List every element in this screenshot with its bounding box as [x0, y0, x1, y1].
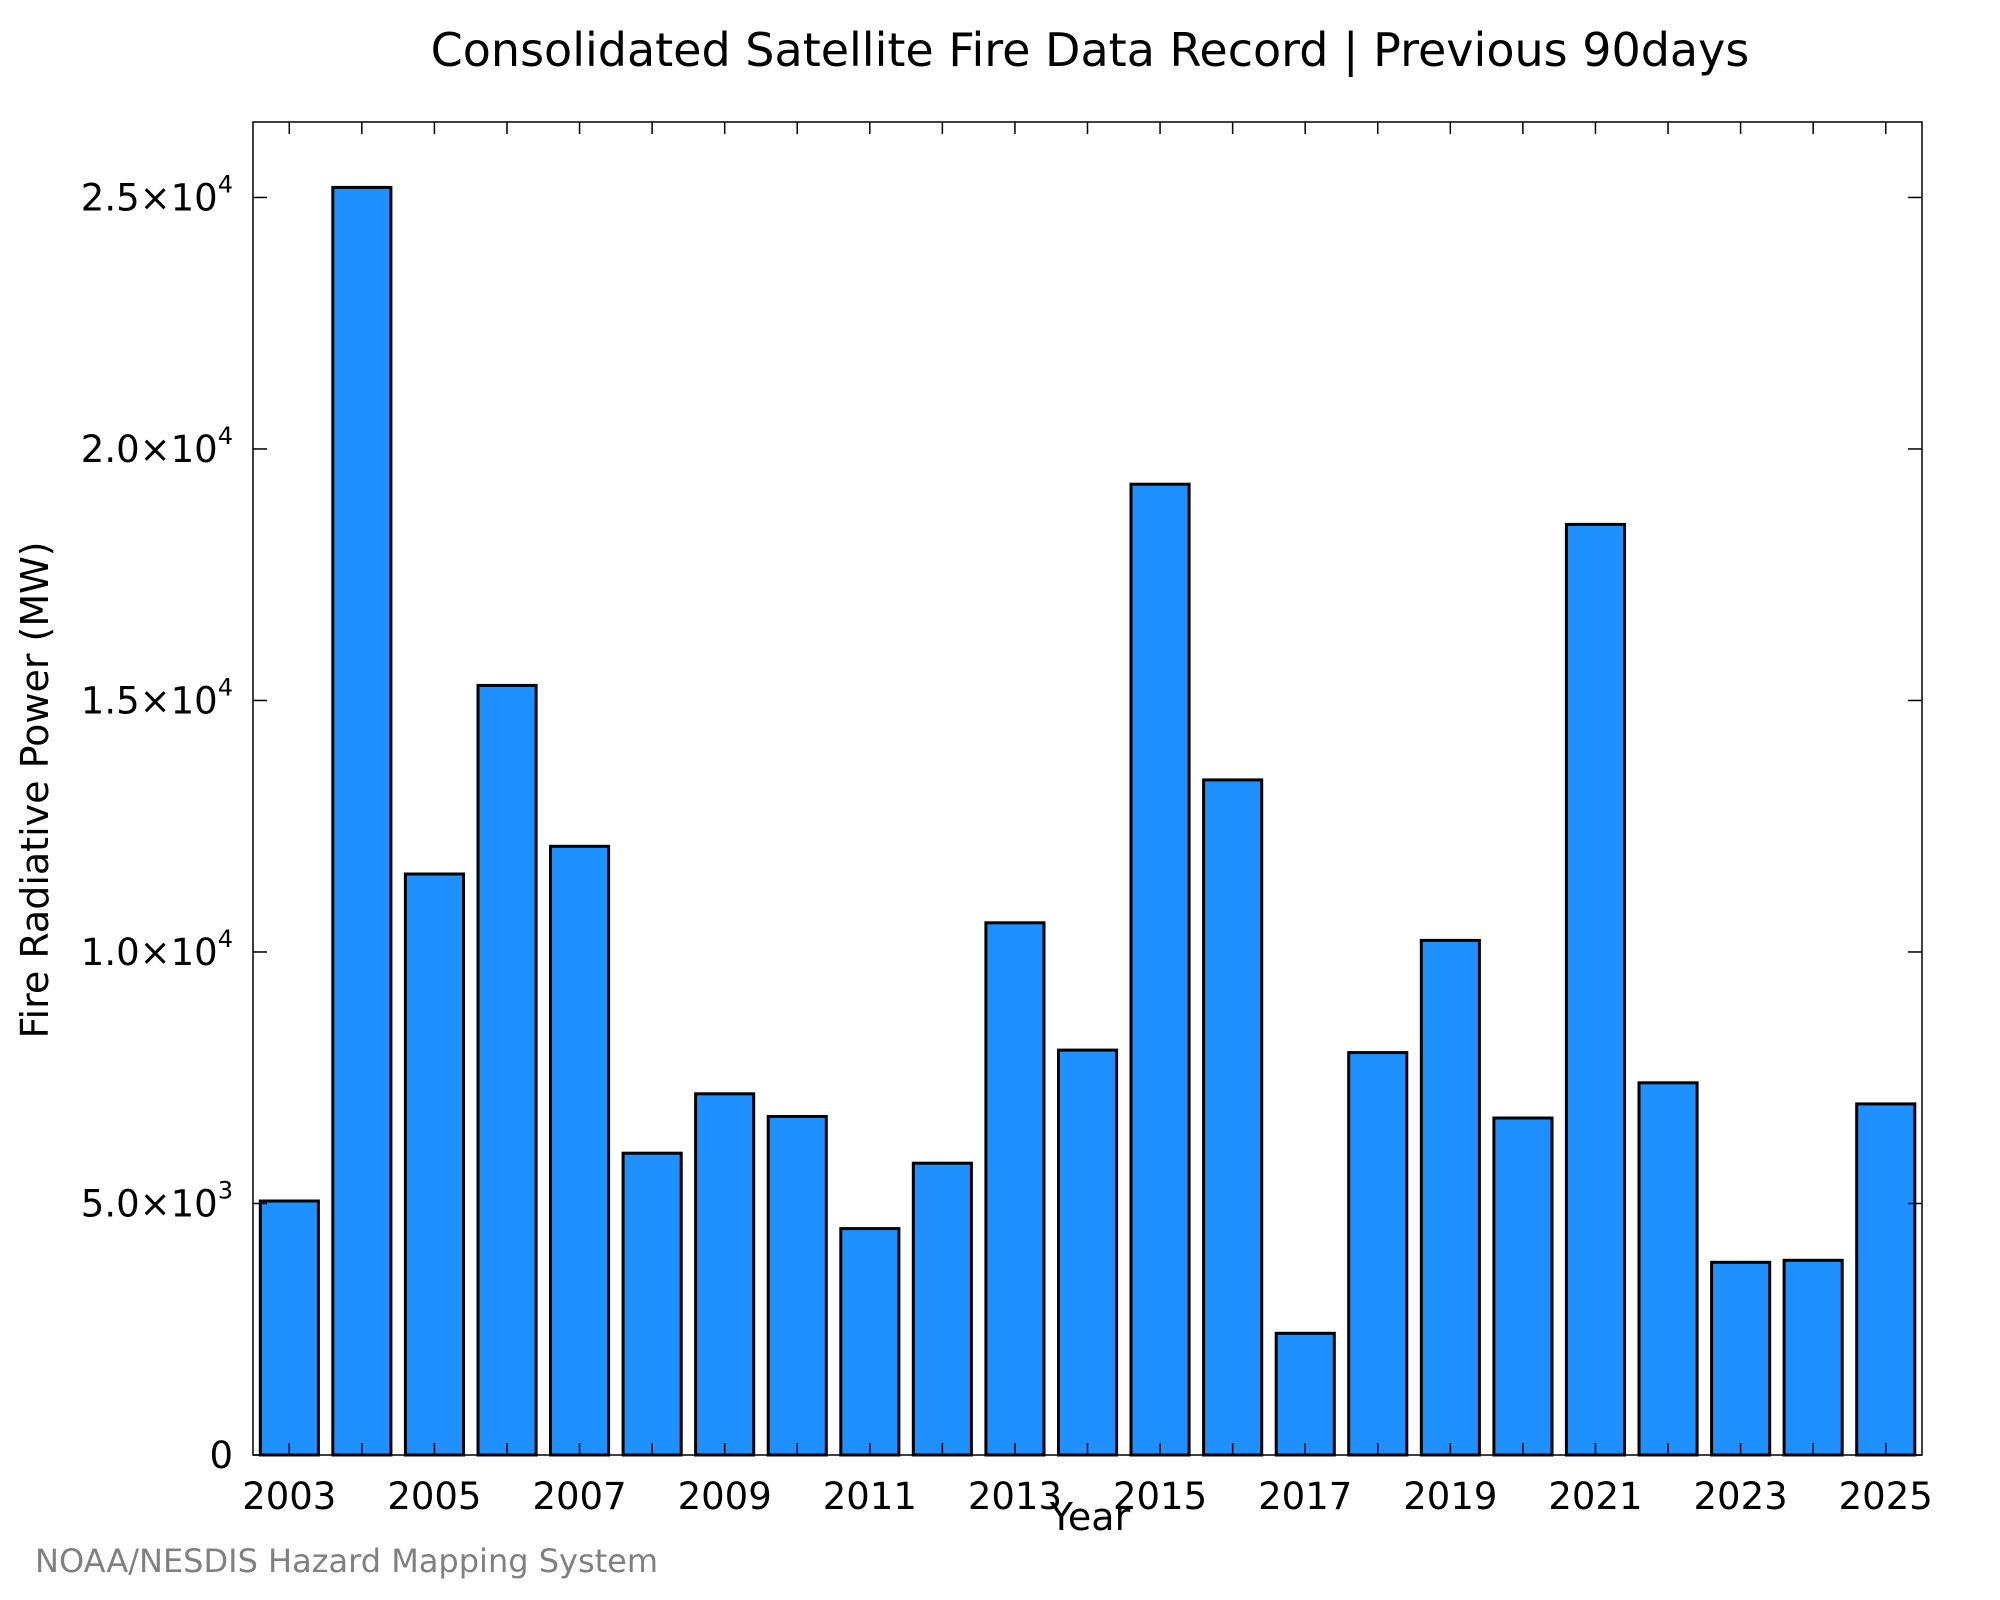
- bar-2019: [1419, 938, 1481, 1457]
- y-tick-label: 0: [209, 1434, 233, 1477]
- x-tick-label: 2023: [1694, 1475, 1788, 1518]
- x-tick-label: 2011: [823, 1475, 917, 1518]
- bar-2004: [331, 185, 393, 1457]
- x-tick-label: 2025: [1839, 1475, 1933, 1518]
- bar-2013: [984, 921, 1046, 1457]
- x-tick-label: 2015: [1113, 1475, 1207, 1518]
- chart-title: Consolidated Satellite Fire Data Record …: [431, 23, 1750, 78]
- x-tick-label: 2009: [678, 1475, 772, 1518]
- bar-2016: [1202, 778, 1264, 1457]
- x-tick-label: 2021: [1548, 1475, 1642, 1518]
- bar-2014: [1057, 1048, 1119, 1457]
- bar-2008: [621, 1151, 683, 1457]
- y-tick-label: 2.5×104: [81, 170, 233, 219]
- plot-area: 0 5.0×103 1.0×104 1.5×104 2.0×104 2.5×104 2003…: [81, 121, 1933, 1518]
- bar-2024: [1782, 1258, 1844, 1457]
- x-tick-label: 2007: [532, 1475, 626, 1518]
- x-tick-label: 2005: [387, 1475, 481, 1518]
- x-tick-label: 2019: [1403, 1475, 1497, 1518]
- x-tick-label: 2003: [242, 1475, 336, 1518]
- bar-2011: [839, 1227, 901, 1457]
- bar-2022: [1637, 1081, 1699, 1457]
- bar-2017: [1274, 1331, 1336, 1457]
- credit-text: NOAA/NESDIS Hazard Mapping System: [35, 1542, 658, 1580]
- bar-2005: [403, 872, 465, 1457]
- y-tick-label: 2.0×104: [81, 422, 233, 471]
- bar-2018: [1347, 1051, 1409, 1457]
- x-tick-label: 2017: [1258, 1475, 1352, 1518]
- bar-2003: [258, 1199, 320, 1457]
- bar-2012: [911, 1161, 973, 1457]
- bar-2015: [1129, 482, 1191, 1457]
- x-axis-label: Year: [1049, 1495, 1131, 1539]
- y-tick-label: 1.0×104: [81, 925, 233, 974]
- x-tick-label: 2013: [968, 1475, 1062, 1518]
- bar-2010: [766, 1115, 828, 1457]
- bar-2020: [1492, 1116, 1554, 1457]
- y-axis-label: Fire Radiative Power (MW): [13, 541, 57, 1038]
- y-tick-label: 1.5×104: [81, 673, 233, 722]
- y-tick-label: 5.0×103: [81, 1176, 233, 1225]
- bar-2023: [1710, 1260, 1772, 1457]
- bar-2006: [476, 683, 538, 1457]
- bar-2021: [1564, 522, 1627, 1457]
- bar-2007: [549, 844, 611, 1457]
- bar-2009: [694, 1092, 756, 1457]
- bar-2025: [1855, 1102, 1917, 1457]
